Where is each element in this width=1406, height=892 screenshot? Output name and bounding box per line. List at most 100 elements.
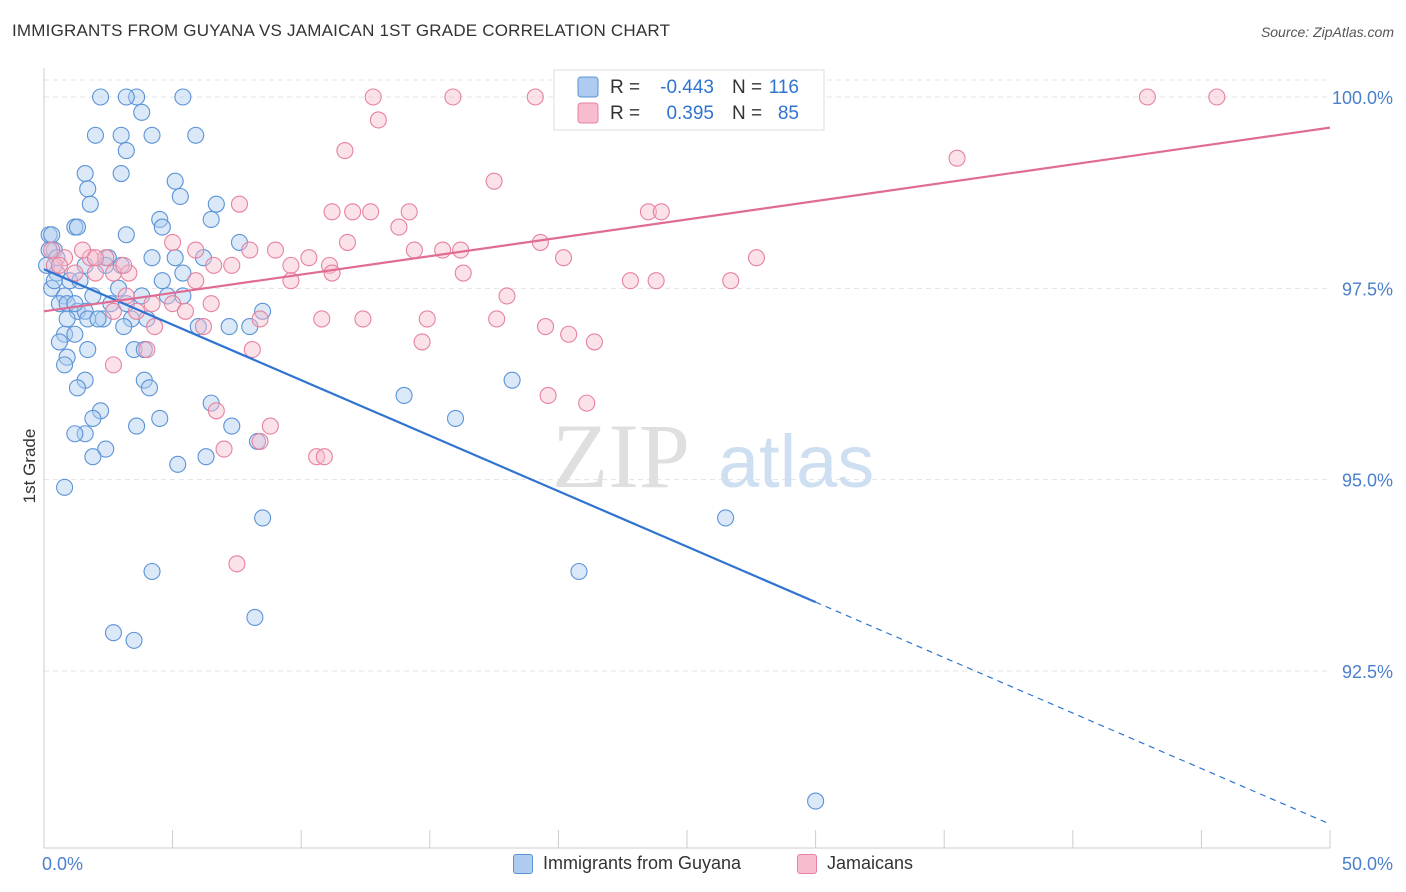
- trend-lines: [43, 126, 1331, 825]
- legend-item-jamaicans: Jamaicans: [797, 853, 913, 874]
- guyana-point: [86, 126, 104, 144]
- guyana-point: [79, 180, 97, 198]
- guyana-point: [50, 333, 68, 351]
- jamaicans-point: [230, 195, 249, 213]
- guyana-point: [66, 295, 84, 313]
- guyana-point: [58, 310, 76, 328]
- y-tick-label: 95.0%: [1342, 471, 1393, 491]
- guyana-point: [117, 142, 135, 160]
- jamaicans-point: [282, 256, 300, 274]
- guyana-point: [117, 88, 135, 106]
- guyana-point: [570, 562, 588, 581]
- guyana-point: [166, 172, 184, 190]
- jamaicans-point: [652, 203, 670, 221]
- jamaicans-point: [241, 241, 259, 259]
- jamaicans-point: [418, 310, 436, 328]
- jamaicans-point: [164, 233, 182, 251]
- watermark-atlas: atlas: [718, 420, 874, 503]
- guyana-point: [246, 608, 264, 626]
- guyana-point: [84, 409, 102, 427]
- guyana-point: [395, 386, 413, 405]
- jamaicans-point: [400, 203, 418, 221]
- jamaicans-point: [215, 440, 233, 458]
- jamaicans-trend-line: [43, 126, 1331, 313]
- jamaicans-point: [243, 341, 261, 359]
- jamaicans-point: [50, 256, 68, 274]
- jamaicans-point: [194, 318, 213, 336]
- legend-top: R = -0.443 N = 116 R = 0.395 N = 85: [553, 69, 825, 131]
- guyana-point: [143, 562, 161, 581]
- tick-labels: 92.5% 95.0% 97.5% 100.0% 0.0% 50.0%: [42, 88, 1393, 874]
- jamaicans-point: [86, 264, 104, 282]
- jamaicans-point: [747, 249, 765, 267]
- jamaicans-point: [300, 249, 318, 267]
- jamaicans-point: [164, 295, 182, 313]
- legend-bottom: Immigrants from Guyana Jamaicans: [0, 853, 1406, 877]
- legend-r-label-guyana: R =: [610, 77, 640, 98]
- guyana-point: [76, 425, 94, 443]
- guyana-point: [112, 126, 130, 144]
- jamaicans-point: [176, 302, 195, 320]
- guyana-point: [43, 226, 61, 244]
- legend-swatch-guyana-bottom: [513, 853, 533, 874]
- jamaicans-point: [488, 310, 506, 328]
- jamaicans-point: [405, 241, 423, 259]
- legend-swatch-jamaicans-bottom: [797, 853, 817, 874]
- jamaicans-point: [97, 249, 115, 267]
- jamaicans-point: [1138, 88, 1156, 106]
- jamaicans-point: [560, 325, 578, 343]
- guyana-point: [68, 379, 86, 397]
- jamaicans-point: [323, 203, 341, 221]
- jamaicans-point: [364, 88, 382, 106]
- guyana-point: [112, 164, 130, 183]
- jamaicans-point: [526, 88, 544, 106]
- jamaicans-point: [369, 111, 387, 129]
- jamaicans-point: [104, 356, 122, 374]
- legend-n-label-jamaicans: N =: [732, 103, 762, 124]
- legend-label-jamaicans: Jamaicans: [827, 853, 914, 873]
- guyana-point: [171, 187, 189, 206]
- jamaicans-point: [261, 417, 279, 435]
- guyana-point: [143, 249, 161, 267]
- guyana-point: [104, 624, 122, 642]
- guyana-point: [68, 218, 86, 236]
- jamaicans-point: [539, 386, 557, 405]
- guyana-point: [56, 356, 74, 374]
- x-tick-label: 50.0%: [1342, 854, 1393, 874]
- jamaicans-point: [948, 149, 966, 167]
- guyana-point: [503, 371, 521, 389]
- guyana-point: [81, 195, 99, 213]
- legend-label-guyana: Immigrants from Guyana: [543, 853, 742, 873]
- guyana-point: [187, 126, 205, 144]
- legend-r-value-guyana: -0.443: [660, 77, 714, 98]
- guyana-point: [140, 379, 159, 397]
- guyana-point: [169, 455, 187, 473]
- guyana-point: [117, 226, 135, 244]
- legend-n-value-guyana: 116: [769, 77, 799, 98]
- jamaicans-point: [554, 249, 573, 267]
- chart-title: IMMIGRANTS FROM GUYANA VS JAMAICAN 1ST G…: [12, 21, 671, 40]
- jamaicans-point: [66, 264, 84, 282]
- watermark-zip: ZIP: [552, 405, 690, 507]
- jamaicans-point: [323, 264, 341, 282]
- jamaicans-point: [313, 310, 331, 328]
- y-axis-label: 1st Grade: [20, 429, 39, 504]
- legend-n-value-jamaicans: 85: [778, 103, 799, 124]
- guyana-point: [807, 792, 825, 810]
- jamaicans-point: [444, 88, 462, 106]
- jamaicans-point: [531, 233, 549, 251]
- jamaicans-point: [86, 249, 104, 267]
- jamaicans-point: [205, 256, 223, 274]
- jamaicans-point: [187, 272, 205, 290]
- guyana-point: [153, 272, 171, 290]
- jamaicans-point: [223, 256, 241, 274]
- x-tick-label: 0.0%: [42, 854, 83, 874]
- jamaicans-point: [228, 555, 246, 573]
- jamaicans-point: [498, 287, 516, 305]
- jamaicans-point: [266, 241, 285, 259]
- guyana-trend-line: [43, 268, 817, 604]
- axes: [43, 68, 1331, 849]
- jamaicans-point: [43, 241, 61, 259]
- jamaicans-point: [202, 295, 220, 313]
- guyana-point: [97, 440, 115, 458]
